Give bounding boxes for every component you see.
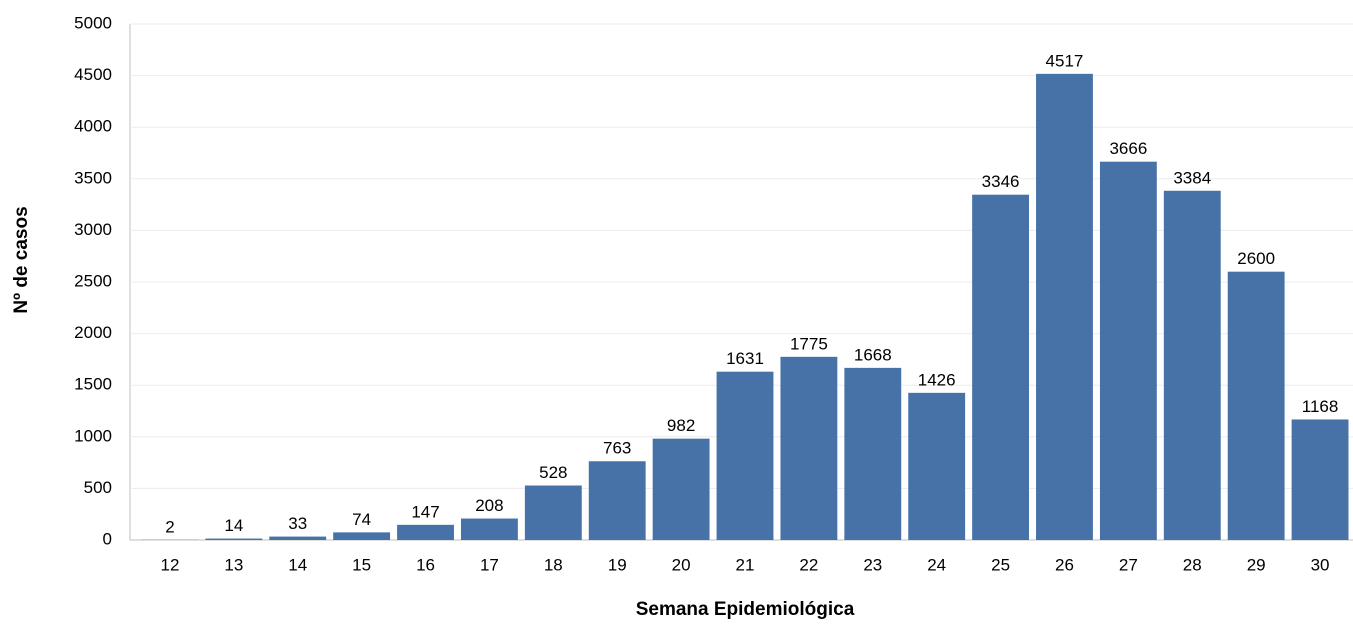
data-label: 3666 [1109, 139, 1147, 158]
data-label: 3384 [1173, 168, 1211, 187]
data-label: 763 [603, 439, 631, 458]
y-tick-label: 4000 [74, 117, 112, 136]
y-tick-label: 0 [103, 529, 112, 548]
bar [524, 485, 582, 540]
data-label: 1426 [918, 370, 956, 389]
data-label: 208 [475, 496, 503, 515]
data-label: 3346 [982, 172, 1020, 191]
bar [1099, 161, 1157, 540]
y-axis-title: Nº de casos [11, 206, 32, 313]
bar [1291, 419, 1349, 540]
data-label: 2 [165, 517, 174, 536]
x-tick-label: 15 [352, 555, 371, 574]
bar [333, 532, 391, 540]
y-tick-label: 4500 [74, 65, 112, 84]
y-tick-label: 3000 [74, 220, 112, 239]
bar [908, 392, 966, 540]
bar [269, 536, 327, 540]
bar [1163, 190, 1221, 541]
x-tick-label: 28 [1183, 555, 1202, 574]
x-tick-label: 21 [736, 555, 755, 574]
y-tick-label: 5000 [74, 13, 112, 32]
bar [1036, 73, 1093, 541]
bar [780, 356, 838, 540]
x-axis-title: Semana Epidemiológica [636, 599, 855, 620]
bar [844, 367, 902, 540]
x-tick-label: 19 [608, 555, 627, 574]
y-tick-label: 3500 [74, 168, 112, 187]
bar [972, 194, 1030, 540]
bar [397, 524, 454, 540]
data-label: 982 [667, 416, 695, 435]
x-tick-label: 18 [544, 555, 563, 574]
y-tick-label: 1500 [74, 375, 112, 394]
x-tick-label: 14 [288, 555, 307, 574]
y-tick-label: 500 [84, 478, 112, 497]
data-label: 33 [288, 514, 307, 533]
x-tick-label: 24 [927, 555, 946, 574]
data-label: 1631 [726, 349, 764, 368]
bar [1227, 271, 1285, 540]
x-tick-label: 23 [863, 555, 882, 574]
x-tick-label: 22 [799, 555, 818, 574]
data-label: 4517 [1046, 51, 1084, 70]
y-tick-label: 2000 [74, 323, 112, 342]
x-tick-label: 25 [991, 555, 1010, 574]
x-tick-label: 27 [1119, 555, 1138, 574]
x-tick-label: 30 [1311, 555, 1330, 574]
data-label: 2600 [1237, 249, 1275, 268]
bar [205, 538, 263, 540]
x-tick-label: 20 [672, 555, 691, 574]
bar [652, 438, 710, 540]
data-label: 1668 [854, 345, 892, 364]
data-label: 1775 [790, 334, 828, 353]
x-tick-label: 26 [1055, 555, 1074, 574]
x-tick-label: 16 [416, 555, 435, 574]
y-tick-label: 1000 [74, 426, 112, 445]
data-label: 528 [539, 463, 567, 482]
x-tick-label: 13 [224, 555, 243, 574]
data-label: 1168 [1302, 397, 1339, 416]
x-tick-label: 29 [1247, 555, 1266, 574]
bar [716, 371, 774, 540]
bar [460, 518, 518, 540]
x-tick-label: 12 [160, 555, 179, 574]
data-label: 74 [352, 510, 371, 529]
data-label: 147 [411, 502, 439, 521]
data-label: 14 [224, 516, 243, 535]
x-tick-label: 17 [480, 555, 499, 574]
bar [588, 461, 646, 540]
y-tick-label: 2500 [74, 271, 112, 290]
